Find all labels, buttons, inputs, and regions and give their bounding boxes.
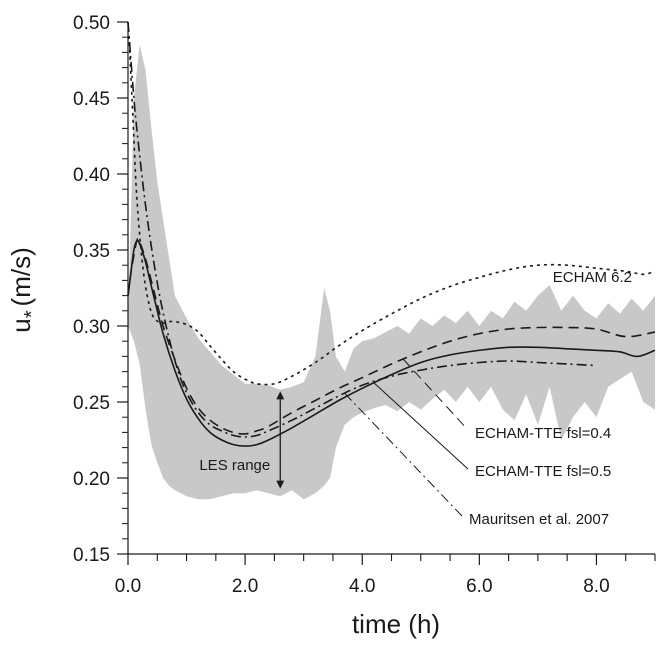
les-range-label: LES range (199, 457, 270, 474)
y-axis-label-unit: (m/s) (6, 247, 36, 306)
series-line-echam-tte-fsl-0-4 (127, 237, 656, 435)
y-tick-label: 0.30 (73, 317, 110, 338)
annotation-echam-tte-fsl-0-5: ECHAM-TTE fsl=0.5 (475, 463, 611, 480)
y-axis-label-group: u* (m/s) (6, 247, 43, 332)
y-tick-label: 0.20 (73, 469, 110, 490)
y-tick-label: 0.45 (73, 89, 110, 110)
y-tick-label: 0.35 (73, 241, 110, 262)
annotation-leader-echam-tte-fsl-0-4 (402, 358, 469, 431)
series-line-echam-tte-fsl-0-5 (127, 239, 656, 447)
annotation-leader-echam-tte-fsl-0-5 (373, 382, 469, 470)
y-tick-label: 0.40 (73, 165, 110, 186)
y-tick-label: 0.15 (73, 545, 110, 566)
annotations-layer: ECHAM 6.2 ECHAM-TTE fsl=0.4 ECHAM-TTE fsl=… (199, 269, 632, 528)
x-tick-label: 0.0 (115, 576, 141, 597)
series-line-echam-6-2 (127, 21, 656, 386)
annotation-mauritsen-et-al-2007: Mauritsen et al. 2007 (469, 511, 609, 528)
x-tick-label: 6.0 (466, 576, 492, 597)
y-axis-label-subscript: * (21, 310, 43, 318)
x-tick-label: 4.0 (349, 576, 375, 597)
ticks-layer: 0.0 2.0 4.0 6.0 8.0 0.15 0.20 0.25 0.30 0.35 0.40 0… (73, 13, 656, 597)
series-layer (127, 21, 656, 447)
annotation-echam-6-2: ECHAM 6.2 (553, 269, 632, 286)
x-axis-label: time (h) (352, 609, 440, 639)
y-tick-label: 0.25 (73, 393, 110, 414)
y-axis-label-symbol: u (6, 318, 36, 332)
series-line-mauritsen-et-al-2007 (127, 21, 597, 438)
annotation-leader-mauritsen-et-al-2007 (344, 392, 463, 517)
les-range-arrow-head-down (276, 480, 285, 489)
x-tick-label: 2.0 (232, 576, 258, 597)
y-axis-label: u* (m/s) (6, 247, 43, 332)
annotation-echam-tte-fsl-0-4: ECHAM-TTE fsl=0.4 (475, 425, 611, 442)
les-range-band-layer (128, 44, 655, 500)
les-range-arrow-head-up (276, 391, 285, 400)
x-tick-label: 8.0 (583, 576, 609, 597)
y-tick-label: 0.50 (73, 13, 110, 34)
les-range-band (128, 44, 655, 500)
